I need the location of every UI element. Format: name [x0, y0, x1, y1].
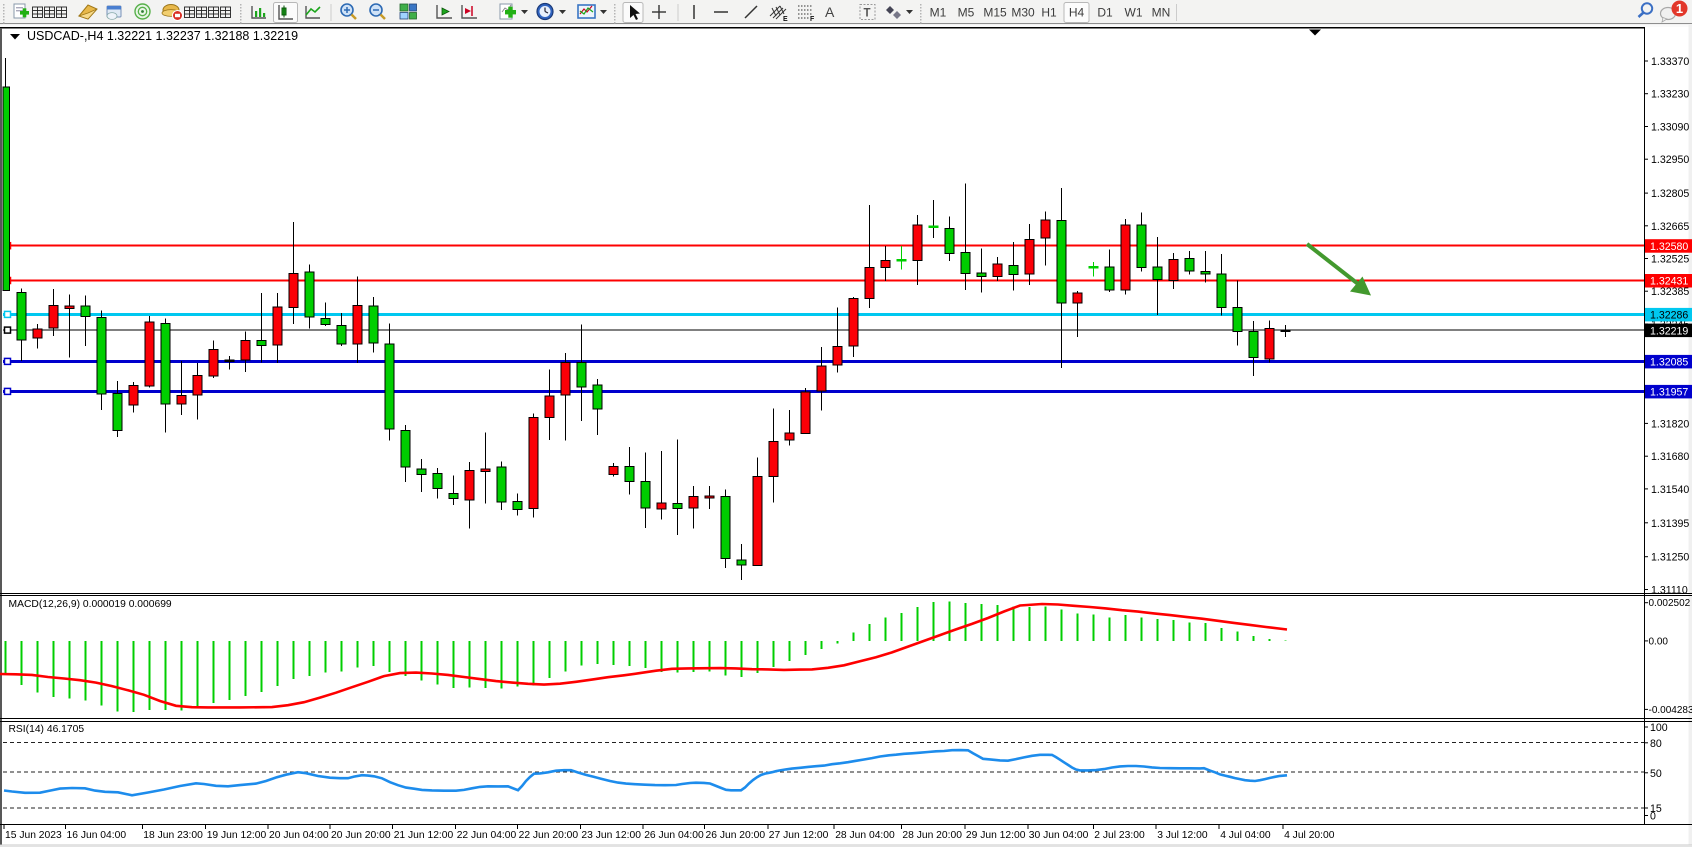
svg-text:RSI(14) 46.1705: RSI(14) 46.1705	[9, 724, 85, 735]
svg-text:1.32286: 1.32286	[1650, 310, 1688, 322]
svg-text:T: T	[864, 8, 871, 20]
svg-text:1.31957: 1.31957	[1650, 387, 1688, 399]
svg-text:15: 15	[1650, 803, 1662, 815]
svg-text:H4: H4	[1069, 6, 1085, 20]
svg-text:0: 0	[1650, 811, 1656, 823]
svg-text:1.31820: 1.31820	[1651, 418, 1689, 430]
svg-text:M5: M5	[958, 6, 975, 20]
svg-text:3 Jul 12:00: 3 Jul 12:00	[1157, 830, 1208, 841]
svg-text:0.00: 0.00	[1649, 636, 1669, 647]
svg-text:19 Jun 12:00: 19 Jun 12:00	[207, 830, 267, 841]
svg-text:22 Jun 04:00: 22 Jun 04:00	[457, 830, 517, 841]
svg-text:1.32665: 1.32665	[1651, 221, 1689, 233]
svg-text:27 Jun 12:00: 27 Jun 12:00	[769, 830, 829, 841]
svg-text:W1: W1	[1125, 6, 1143, 20]
svg-text:1.32085: 1.32085	[1650, 357, 1688, 369]
svg-text:1.31680: 1.31680	[1651, 451, 1689, 463]
svg-text:23 Jun 12:00: 23 Jun 12:00	[581, 830, 641, 841]
svg-text:M30: M30	[1011, 6, 1035, 20]
svg-text:1.33090: 1.33090	[1651, 122, 1689, 134]
svg-text:4 Jul 20:00: 4 Jul 20:00	[1284, 830, 1335, 841]
svg-text:1.32431: 1.32431	[1650, 276, 1688, 288]
svg-text:20 Jun 04:00: 20 Jun 04:00	[269, 830, 329, 841]
svg-text:80: 80	[1650, 738, 1662, 750]
svg-text:M1: M1	[930, 6, 947, 20]
svg-text:100: 100	[1650, 722, 1668, 734]
svg-text:1.32525: 1.32525	[1651, 254, 1689, 266]
svg-text:MN: MN	[1152, 6, 1171, 20]
svg-text:E: E	[783, 16, 788, 23]
svg-text:A: A	[825, 4, 835, 20]
svg-text:1: 1	[1676, 1, 1683, 16]
svg-text:30 Jun 04:00: 30 Jun 04:00	[1029, 830, 1089, 841]
svg-text:1.32580: 1.32580	[1650, 241, 1688, 253]
svg-text:F: F	[810, 16, 815, 23]
svg-text:22 Jun 20:00: 22 Jun 20:00	[519, 830, 579, 841]
svg-text:1.32805: 1.32805	[1651, 188, 1689, 200]
svg-text:15 Jun 2023: 15 Jun 2023	[5, 830, 62, 841]
svg-text:1.32950: 1.32950	[1651, 154, 1689, 166]
svg-text:1.31540: 1.31540	[1651, 484, 1689, 496]
svg-text:USDCAD-,H4 1.32221 1.32237 1.: USDCAD-,H4 1.32221 1.32237 1.32188 1.322…	[27, 29, 298, 43]
svg-text:18 Jun 23:00: 18 Jun 23:00	[143, 830, 203, 841]
svg-text:4 Jul 04:00: 4 Jul 04:00	[1220, 830, 1271, 841]
svg-text:-0.004283: -0.004283	[1649, 705, 1692, 716]
svg-text:1.31250: 1.31250	[1651, 552, 1689, 564]
svg-text:16 Jun 04:00: 16 Jun 04:00	[67, 830, 127, 841]
svg-text:26 Jun 04:00: 26 Jun 04:00	[644, 830, 704, 841]
svg-text:26 Jun 20:00: 26 Jun 20:00	[706, 830, 766, 841]
svg-text:20 Jun 20:00: 20 Jun 20:00	[331, 830, 391, 841]
svg-text:1.31110: 1.31110	[1651, 585, 1688, 597]
svg-text:1.33370: 1.33370	[1651, 56, 1689, 68]
svg-text:1.31395: 1.31395	[1651, 518, 1689, 530]
svg-text:H1: H1	[1041, 6, 1057, 20]
svg-text:1.33230: 1.33230	[1651, 89, 1689, 101]
svg-text:MACD(12,26,9) 0.000019 0.00069: MACD(12,26,9) 0.000019 0.000699	[9, 599, 172, 610]
svg-text:M15: M15	[983, 6, 1007, 20]
svg-text:D1: D1	[1097, 6, 1113, 20]
svg-text:1.32219: 1.32219	[1650, 325, 1688, 337]
svg-text:1.32385: 1.32385	[1651, 286, 1689, 298]
svg-text:0.002502: 0.002502	[1649, 598, 1691, 609]
svg-text:29 Jun 12:00: 29 Jun 12:00	[966, 830, 1026, 841]
svg-text:28 Jun 20:00: 28 Jun 20:00	[902, 830, 962, 841]
svg-text:50: 50	[1650, 768, 1662, 780]
svg-text:2 Jul 23:00: 2 Jul 23:00	[1094, 830, 1145, 841]
svg-text:28 Jun 04:00: 28 Jun 04:00	[835, 830, 895, 841]
svg-text:21 Jun 12:00: 21 Jun 12:00	[394, 830, 454, 841]
